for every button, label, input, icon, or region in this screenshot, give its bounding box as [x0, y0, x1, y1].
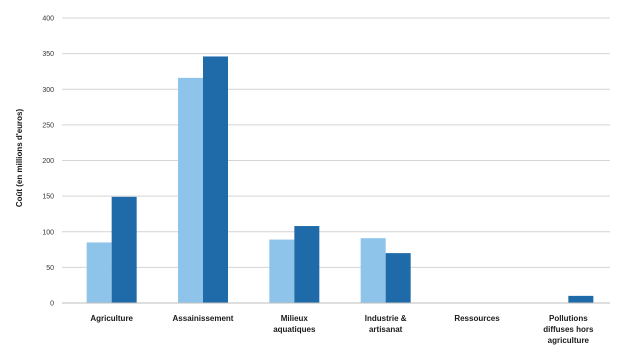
bar-series-1-0	[86, 242, 112, 303]
bar-series-2-1	[203, 56, 228, 303]
bar-series-2-3	[385, 253, 411, 303]
y-axis-title: Coût (en millions d'euros)	[15, 108, 24, 207]
x-axis-labels: Agriculture Assainissement Milieux aquatiqu…	[90, 314, 594, 345]
bar-series-1-1	[178, 77, 203, 303]
x-category-label: Milieux aquatiques	[273, 314, 316, 334]
x-category-label: Industrie & artisanat	[365, 314, 407, 334]
y-tick-label: 350	[42, 51, 54, 58]
y-tick-label: 200	[42, 158, 54, 165]
y-tick-label: 150	[42, 194, 54, 201]
x-category-label: Assainissement	[173, 314, 234, 323]
bar-series-1-3	[360, 238, 386, 303]
y-tick-label: 50	[46, 265, 54, 272]
x-category-label: Pollutions diffuses hors agriculture	[543, 314, 594, 345]
x-category-label: Agriculture	[90, 314, 133, 323]
bar-series-2-0	[111, 196, 137, 303]
y-tick-label: 400	[42, 16, 54, 23]
bar-series-2-5	[568, 295, 594, 303]
bar-series-2-2	[294, 226, 320, 303]
y-axis-ticks: 0 50 100 150 200 250 300 350 400	[42, 16, 54, 308]
y-tick-label: 250	[42, 122, 54, 129]
x-category-label: Ressources	[454, 314, 500, 323]
bar-series-1-2	[269, 239, 295, 303]
bars	[86, 56, 594, 303]
gridlines	[62, 17, 610, 268]
y-tick-label: 300	[42, 87, 54, 94]
y-tick-label: 100	[42, 229, 54, 236]
y-tick-label: 0	[50, 301, 54, 308]
